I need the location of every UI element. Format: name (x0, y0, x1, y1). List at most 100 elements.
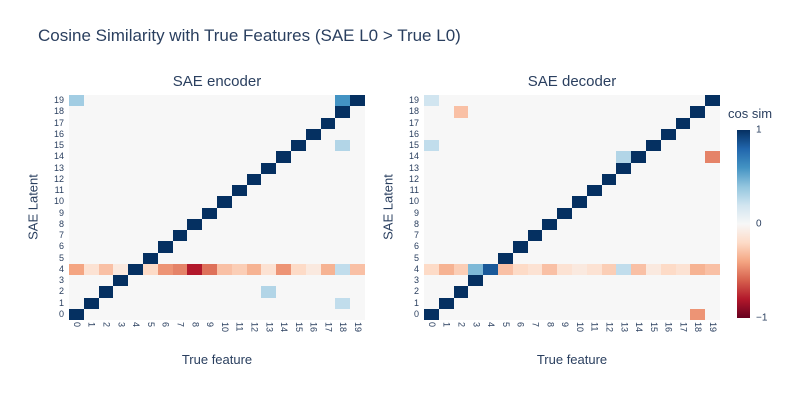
heatmap-cell[interactable] (646, 263, 661, 275)
heatmap-cell[interactable] (483, 297, 498, 309)
heatmap-cell[interactable] (217, 286, 232, 298)
heatmap-cell[interactable] (113, 117, 129, 129)
heatmap-cell[interactable] (128, 196, 143, 208)
heatmap-cell[interactable] (350, 140, 365, 152)
heatmap-cell[interactable] (572, 196, 587, 208)
heatmap-cell[interactable] (217, 140, 232, 152)
heatmap-cell[interactable] (69, 151, 84, 163)
heatmap-cell[interactable] (335, 308, 351, 320)
heatmap-cell[interactable] (98, 286, 114, 298)
heatmap-cell[interactable] (202, 308, 217, 320)
heatmap-cell[interactable] (320, 275, 336, 287)
heatmap-cell[interactable] (350, 151, 365, 163)
heatmap-cell[interactable] (542, 117, 558, 129)
heatmap-cell[interactable] (128, 106, 143, 118)
heatmap-cell[interactable] (98, 297, 114, 309)
heatmap-cell[interactable] (217, 207, 232, 219)
heatmap-cell[interactable] (498, 140, 513, 152)
heatmap-cell[interactable] (320, 252, 336, 264)
heatmap-cell[interactable] (143, 297, 158, 309)
heatmap-cell[interactable] (468, 140, 484, 152)
heatmap-cell[interactable] (660, 263, 676, 275)
heatmap-cell[interactable] (690, 297, 706, 309)
heatmap-cell[interactable] (69, 128, 84, 140)
heatmap-cell[interactable] (69, 241, 84, 253)
heatmap-cell[interactable] (572, 106, 587, 118)
heatmap-cell[interactable] (542, 162, 558, 174)
heatmap-cell[interactable] (320, 106, 336, 118)
heatmap-cell[interactable] (438, 173, 454, 185)
heatmap-cell[interactable] (453, 286, 469, 298)
heatmap-cell[interactable] (453, 117, 469, 129)
heatmap-cell[interactable] (631, 297, 646, 309)
heatmap-cell[interactable] (187, 128, 203, 140)
heatmap-cell[interactable] (276, 162, 291, 174)
heatmap-cell[interactable] (601, 162, 617, 174)
heatmap-cell[interactable] (586, 241, 602, 253)
heatmap-cell[interactable] (660, 241, 676, 253)
heatmap-cell[interactable] (527, 151, 543, 163)
heatmap-cell[interactable] (616, 286, 632, 298)
heatmap-cell[interactable] (572, 151, 587, 163)
heatmap-cell[interactable] (468, 218, 484, 230)
heatmap-cell[interactable] (675, 196, 691, 208)
heatmap-cell[interactable] (660, 196, 676, 208)
heatmap-cell[interactable] (276, 117, 291, 129)
heatmap-cell[interactable] (246, 263, 262, 275)
heatmap-cell[interactable] (453, 252, 469, 264)
heatmap-cell[interactable] (601, 207, 617, 219)
heatmap-cell[interactable] (631, 128, 646, 140)
heatmap-cell[interactable] (83, 173, 99, 185)
heatmap-cell[interactable] (83, 128, 99, 140)
heatmap-cell[interactable] (83, 106, 99, 118)
heatmap-cell[interactable] (291, 117, 306, 129)
heatmap-cell[interactable] (187, 241, 203, 253)
heatmap-cell[interactable] (631, 185, 646, 197)
heatmap-cell[interactable] (453, 218, 469, 230)
heatmap-cell[interactable] (231, 128, 247, 140)
heatmap-cell[interactable] (542, 252, 558, 264)
heatmap-cell[interactable] (468, 162, 484, 174)
heatmap-cell[interactable] (98, 218, 114, 230)
heatmap-cell[interactable] (675, 151, 691, 163)
heatmap-cell[interactable] (172, 263, 188, 275)
heatmap-cell[interactable] (69, 275, 84, 287)
heatmap-cell[interactable] (572, 230, 587, 242)
heatmap-cell[interactable] (438, 128, 454, 140)
heatmap-cell[interactable] (98, 196, 114, 208)
heatmap-cell[interactable] (202, 106, 217, 118)
heatmap-cell[interactable] (468, 297, 484, 309)
heatmap-cell[interactable] (128, 252, 143, 264)
heatmap-cell[interactable] (646, 297, 661, 309)
heatmap-cell[interactable] (705, 207, 720, 219)
heatmap-cell[interactable] (705, 297, 720, 309)
heatmap-cell[interactable] (586, 275, 602, 287)
heatmap-cell[interactable] (113, 308, 129, 320)
heatmap-cell[interactable] (660, 275, 676, 287)
heatmap-cell[interactable] (98, 263, 114, 275)
heatmap-cell[interactable] (113, 263, 129, 275)
heatmap-cell[interactable] (157, 151, 173, 163)
heatmap-cell[interactable] (69, 95, 84, 107)
heatmap-cell[interactable] (601, 117, 617, 129)
heatmap-cell[interactable] (128, 241, 143, 253)
heatmap-cell[interactable] (83, 140, 99, 152)
heatmap-cell[interactable] (261, 128, 277, 140)
heatmap-cell[interactable] (542, 106, 558, 118)
heatmap-cell[interactable] (261, 252, 277, 264)
heatmap-cell[interactable] (276, 252, 291, 264)
heatmap-cell[interactable] (69, 117, 84, 129)
heatmap-cell[interactable] (586, 207, 602, 219)
heatmap-cell[interactable] (468, 308, 484, 320)
heatmap-cell[interactable] (601, 140, 617, 152)
heatmap-cell[interactable] (246, 185, 262, 197)
heatmap-cell[interactable] (335, 106, 351, 118)
heatmap-cell[interactable] (217, 162, 232, 174)
heatmap-cell[interactable] (202, 286, 217, 298)
heatmap-cell[interactable] (187, 140, 203, 152)
heatmap-cell[interactable] (498, 252, 513, 264)
heatmap-cell[interactable] (69, 106, 84, 118)
heatmap-cell[interactable] (83, 218, 99, 230)
heatmap-cell[interactable] (143, 185, 158, 197)
heatmap-cell[interactable] (424, 117, 439, 129)
